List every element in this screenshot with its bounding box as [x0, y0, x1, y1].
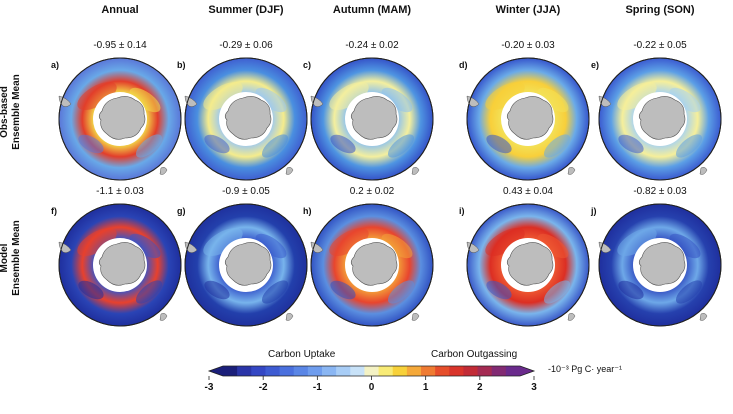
panel-value-0-3: -0.20 ± 0.03	[501, 40, 555, 51]
season-header-spring: Spring (SON)	[625, 4, 695, 16]
polar-map-1-4	[598, 203, 722, 327]
polar-map-0-2	[310, 57, 434, 181]
colorbar-segment	[237, 366, 252, 376]
colorbar-tick-label: 3	[531, 382, 537, 393]
panel-letter-1-2: h)	[303, 206, 312, 216]
colorbar-outline	[207, 365, 536, 377]
panel-value-1-4: -0.82 ± 0.03	[633, 186, 687, 197]
panel-value-0-0: -0.95 ± 0.14	[93, 40, 147, 51]
colorbar-segment	[265, 366, 281, 376]
colorbar	[207, 365, 536, 380]
colorbar-units: -10⁻³ Pg C· year⁻¹	[548, 364, 623, 374]
polar-map-0-3	[466, 57, 590, 181]
colorbar-segment	[392, 366, 408, 376]
panel-letter-0-0: a)	[51, 60, 60, 70]
colorbar-segment	[449, 366, 464, 376]
colorbar-tick-label: 1	[422, 382, 429, 393]
colorbar-arrow-right	[520, 366, 534, 376]
row-label-model-line1: Model	[0, 243, 10, 273]
panel-letter-0-3: d)	[459, 60, 468, 70]
colorbar-segment	[279, 366, 295, 376]
colorbar-segment	[307, 366, 323, 376]
colorbar-segment	[364, 366, 380, 376]
colorbar-segment	[350, 366, 365, 376]
colorbar-left-label: Carbon Uptake	[268, 349, 336, 360]
colorbar-segment	[293, 366, 309, 376]
polar-map-1-3	[466, 203, 590, 327]
colorbar-tick-label: -2	[258, 382, 268, 393]
colorbar-segment	[251, 366, 266, 376]
colorbar-segment	[463, 366, 479, 376]
colorbar-segment	[435, 366, 450, 376]
colorbar-tick-label: 0	[368, 382, 375, 393]
season-header-summer: Summer (DJF)	[208, 4, 284, 16]
panel-value-1-2: 0.2 ± 0.02	[349, 186, 395, 197]
row-label-obs: Obs-based Ensemble Mean	[0, 57, 23, 167]
colorbar-tick-label: -3	[204, 382, 214, 393]
row-label-model: Model Ensemble Mean	[0, 203, 23, 313]
panel-letter-0-4: e)	[591, 60, 600, 70]
colorbar-segment	[477, 366, 493, 376]
polar-map-0-0	[58, 57, 182, 181]
colorbar-segment	[421, 366, 436, 376]
colorbar-arrow-left	[209, 366, 223, 376]
panel-letter-0-1: b)	[177, 60, 186, 70]
colorbar-segment	[378, 366, 394, 376]
season-header-winter: Winter (JJA)	[495, 4, 561, 16]
panel-letter-1-4: j)	[591, 206, 597, 216]
row-label-obs-line2: Ensemble Mean	[11, 74, 22, 150]
panel-letter-0-2: c)	[303, 60, 312, 70]
polar-map-0-1	[184, 57, 308, 181]
polar-map-1-0	[58, 203, 182, 327]
colorbar-tick-label: -1	[312, 382, 322, 393]
colorbar-segment	[223, 366, 238, 376]
panel-value-0-1: -0.29 ± 0.06	[219, 40, 273, 51]
colorbar-right-label: Carbon Outgassing	[431, 349, 518, 360]
panel-value-0-2: -0.24 ± 0.02	[345, 40, 399, 51]
polar-map-1-1	[184, 203, 308, 327]
panel-value-1-3: 0.43 ± 0.04	[503, 186, 553, 197]
row-label-obs-line1: Obs-based	[0, 86, 10, 138]
panel-letter-1-0: f)	[51, 206, 57, 216]
colorbar-segment	[505, 366, 521, 376]
row-label-model-line2: Ensemble Mean	[11, 220, 22, 296]
colorbar-segment	[406, 366, 422, 376]
panel-value-1-0: -1.1 ± 0.03	[96, 186, 144, 197]
panel-letter-1-3: i)	[459, 206, 465, 216]
season-header-annual: Annual	[101, 4, 139, 16]
panel-value-1-1: -0.9 ± 0.05	[222, 186, 270, 197]
panel-letter-1-1: g)	[177, 206, 186, 216]
colorbar-tick-label: 2	[477, 382, 483, 393]
colorbar-segment	[322, 366, 337, 376]
season-header-autumn: Autumn (MAM)	[332, 4, 412, 16]
panel-value-0-4: -0.22 ± 0.05	[633, 40, 687, 51]
polar-map-0-4	[598, 57, 722, 181]
colorbar-segment	[336, 366, 351, 376]
polar-map-1-2	[310, 203, 434, 327]
colorbar-segment	[491, 366, 507, 376]
